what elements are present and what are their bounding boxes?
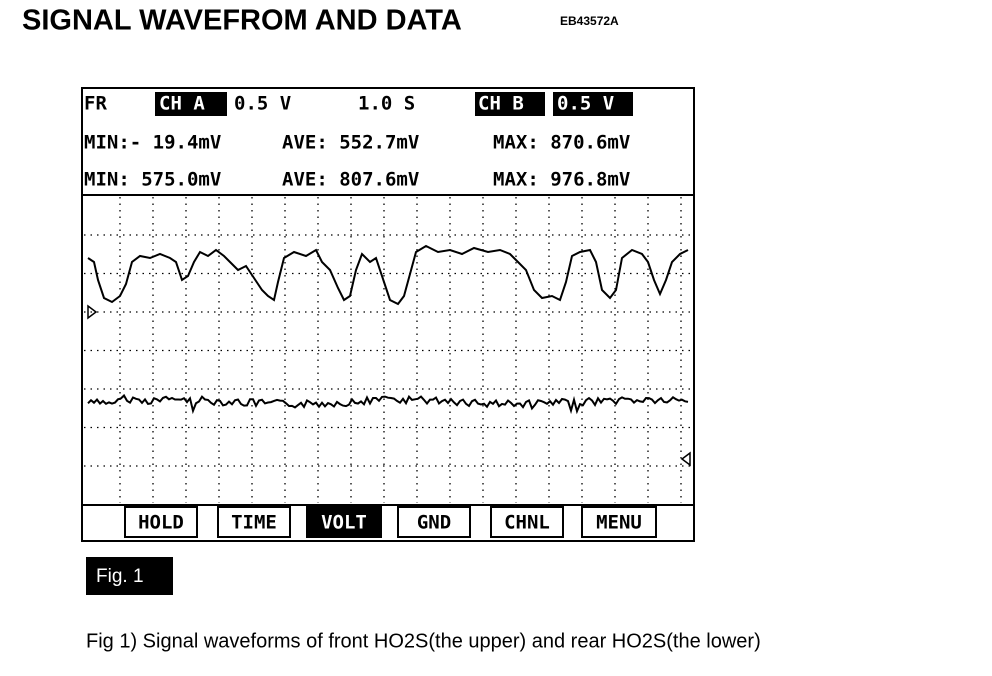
- button-label: VOLT: [321, 512, 367, 534]
- button: [397, 506, 471, 538]
- doc-code: EB43572A: [560, 14, 619, 28]
- button: [124, 506, 198, 538]
- button-label: HOLD: [138, 512, 184, 534]
- scope-screen: [81, 87, 695, 542]
- ave-a: AVE: 552.7mV: [282, 132, 419, 154]
- caption: Fig 1) Signal waveforms of front HO2S(th…: [86, 630, 761, 652]
- button-label: MENU: [596, 512, 642, 534]
- button-label: GND: [417, 512, 451, 534]
- fig-badge: [86, 557, 173, 595]
- front-waveform: [87, 244, 689, 306]
- time-scale: 1.0 S: [358, 93, 415, 115]
- ch-a: CH A: [159, 93, 205, 115]
- button: [217, 506, 291, 538]
- button: [581, 506, 657, 538]
- fig-label: Fig. 1: [96, 566, 144, 587]
- fr-label: FR: [84, 93, 107, 115]
- button: [306, 506, 382, 538]
- button-label: TIME: [231, 512, 277, 534]
- button-bar: HOLD TIME VOLT GND CHNL MENU: [124, 506, 657, 538]
- ch-b: CH B: [478, 93, 524, 115]
- button: [490, 506, 564, 538]
- button-label: CHNL: [504, 512, 550, 534]
- ave-b: AVE: 807.6mV: [282, 169, 419, 191]
- grid: [84, 197, 692, 503]
- rear-waveform: [87, 393, 689, 415]
- min-a: MIN:- 19.4mV: [84, 132, 221, 154]
- max-b: MAX: 976.8mV: [493, 169, 630, 191]
- min-b: MIN: 575.0mV: [84, 169, 221, 191]
- ch-a-scale: 0.5 V: [234, 93, 291, 115]
- ch-b-scale: 0.5 V: [557, 93, 614, 115]
- max-a: MAX: 870.6mV: [493, 132, 630, 154]
- title: SIGNAL WAVEFROM AND DATA: [22, 5, 462, 37]
